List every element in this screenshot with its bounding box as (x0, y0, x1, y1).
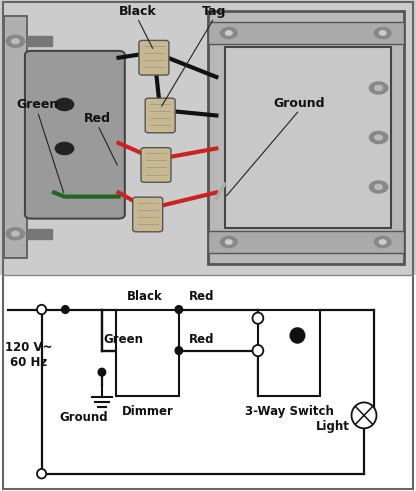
Circle shape (98, 368, 106, 376)
FancyBboxPatch shape (139, 40, 169, 75)
Circle shape (253, 345, 263, 356)
Text: Red: Red (84, 112, 111, 125)
Bar (4, 17, 27, 258)
Circle shape (375, 85, 382, 90)
Text: Ground: Ground (274, 97, 325, 110)
FancyBboxPatch shape (133, 197, 163, 232)
Circle shape (369, 132, 388, 143)
Text: Green: Green (103, 333, 143, 346)
Bar (208, 231, 404, 253)
Circle shape (55, 98, 74, 110)
Circle shape (175, 347, 183, 355)
Bar (208, 22, 404, 44)
Text: Black: Black (119, 5, 156, 18)
Circle shape (225, 31, 232, 35)
Circle shape (55, 142, 74, 155)
Circle shape (290, 328, 305, 343)
Text: Ground: Ground (59, 411, 107, 424)
Bar (27, 36, 52, 46)
Circle shape (374, 237, 391, 247)
Text: Dimmer: Dimmer (122, 405, 173, 417)
Circle shape (220, 27, 237, 38)
Circle shape (62, 305, 69, 313)
Circle shape (6, 35, 25, 47)
Text: Tag: Tag (202, 5, 226, 18)
Text: Red: Red (189, 333, 215, 346)
Circle shape (175, 305, 183, 313)
Bar (208, 11, 404, 264)
Circle shape (369, 82, 388, 94)
Circle shape (220, 237, 237, 247)
Circle shape (379, 240, 386, 244)
FancyBboxPatch shape (141, 148, 171, 182)
Circle shape (253, 313, 263, 324)
Circle shape (375, 135, 382, 140)
Text: 120 V~
60 Hz: 120 V~ 60 Hz (5, 341, 53, 369)
Circle shape (37, 469, 46, 478)
FancyBboxPatch shape (145, 98, 175, 133)
Circle shape (12, 231, 19, 236)
Circle shape (375, 185, 382, 190)
Circle shape (37, 305, 46, 314)
Text: Black: Black (127, 290, 163, 303)
Bar (225, 47, 391, 228)
Circle shape (225, 240, 232, 244)
FancyBboxPatch shape (25, 51, 125, 218)
Bar (258, 309, 320, 396)
Text: Light: Light (316, 420, 350, 433)
Text: 3-Way Switch: 3-Way Switch (245, 405, 334, 417)
Circle shape (369, 181, 388, 193)
Circle shape (374, 27, 391, 38)
Bar (116, 309, 179, 396)
Circle shape (12, 39, 19, 44)
Circle shape (352, 403, 376, 428)
Text: Green: Green (16, 98, 59, 111)
Circle shape (379, 31, 386, 35)
Text: Red: Red (189, 290, 215, 303)
Bar (27, 229, 52, 239)
Circle shape (6, 228, 25, 240)
